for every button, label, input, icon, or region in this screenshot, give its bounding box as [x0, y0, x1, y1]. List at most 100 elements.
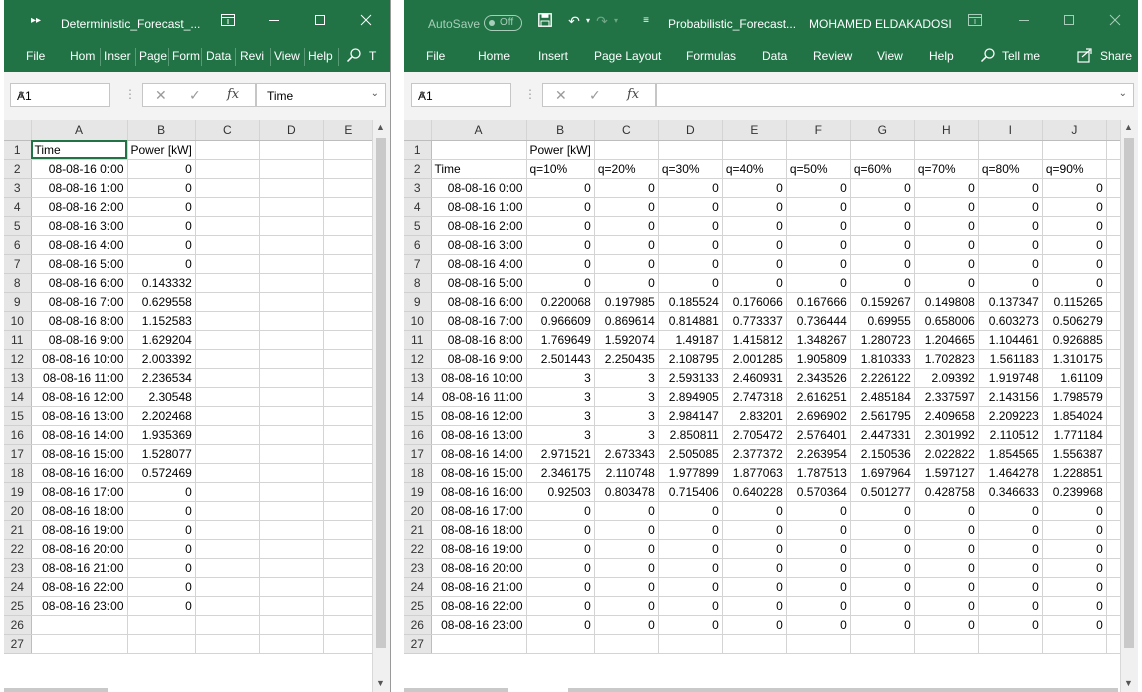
- cell[interactable]: 0: [127, 235, 196, 255]
- cell[interactable]: 2.337597: [914, 387, 979, 407]
- cell[interactable]: 2.971521: [526, 444, 595, 464]
- cell[interactable]: [323, 520, 374, 540]
- cell[interactable]: 08-08-16 6:00: [431, 292, 527, 312]
- cell[interactable]: [259, 558, 324, 578]
- cell[interactable]: 0: [526, 216, 595, 236]
- cell[interactable]: 0: [658, 520, 723, 540]
- row-header[interactable]: 7: [4, 254, 32, 274]
- cell[interactable]: [195, 596, 260, 616]
- ribbon-display-options-icon[interactable]: [220, 13, 236, 29]
- cell[interactable]: [195, 216, 260, 236]
- cell[interactable]: 0: [1042, 178, 1107, 198]
- cell[interactable]: 1.877063: [722, 463, 787, 483]
- cell[interactable]: [195, 558, 260, 578]
- cell[interactable]: [259, 368, 324, 388]
- cell[interactable]: 0.803478: [594, 482, 659, 502]
- cell[interactable]: 0: [1042, 235, 1107, 255]
- row-header[interactable]: 16: [4, 425, 32, 445]
- cell[interactable]: 0.197985: [594, 292, 659, 312]
- cell[interactable]: [323, 311, 374, 331]
- row-header[interactable]: 16: [404, 425, 432, 445]
- cell[interactable]: [259, 178, 324, 198]
- column-header[interactable]: C: [195, 120, 260, 141]
- tab-home[interactable]: Home: [478, 49, 511, 63]
- row-header[interactable]: 20: [4, 501, 32, 521]
- cancel-icon[interactable]: ✕: [555, 87, 567, 103]
- sheet-tabs-bar[interactable]: [404, 688, 508, 692]
- cell[interactable]: 2.409658: [914, 406, 979, 426]
- cell[interactable]: 0: [786, 235, 851, 255]
- cell[interactable]: [259, 349, 324, 369]
- cell[interactable]: 0: [127, 482, 196, 502]
- cell[interactable]: [323, 178, 374, 198]
- cell[interactable]: 0: [850, 197, 915, 217]
- cell[interactable]: [786, 634, 851, 654]
- cell[interactable]: 08-08-16 7:00: [431, 311, 527, 331]
- sheet-tabs-bar[interactable]: [4, 688, 108, 692]
- cell[interactable]: 0: [1042, 273, 1107, 293]
- column-header[interactable]: B: [526, 120, 595, 141]
- cell[interactable]: 08-08-16 12:00: [31, 387, 128, 407]
- cell[interactable]: 0: [1042, 615, 1107, 635]
- cell[interactable]: 08-08-16 9:00: [31, 330, 128, 350]
- cell[interactable]: [431, 634, 527, 654]
- row-header[interactable]: 23: [404, 558, 432, 578]
- cell[interactable]: 0: [914, 216, 979, 236]
- cell[interactable]: [195, 235, 260, 255]
- cell[interactable]: 0: [978, 235, 1043, 255]
- cell[interactable]: [259, 197, 324, 217]
- cell[interactable]: [195, 482, 260, 502]
- cell[interactable]: 08-08-16 8:00: [31, 311, 128, 331]
- cell[interactable]: 0: [526, 178, 595, 198]
- cell[interactable]: 0: [1042, 501, 1107, 521]
- cell[interactable]: 0: [127, 501, 196, 521]
- cell[interactable]: 2.447331: [850, 425, 915, 445]
- row-header[interactable]: 2: [4, 159, 32, 179]
- cell[interactable]: 08-08-16 21:00: [431, 577, 527, 597]
- cell[interactable]: 0.137347: [978, 292, 1043, 312]
- cell[interactable]: [323, 615, 374, 635]
- cell[interactable]: 0: [658, 197, 723, 217]
- cell[interactable]: 2.110748: [594, 463, 659, 483]
- row-header[interactable]: 3: [4, 178, 32, 198]
- cell[interactable]: 0: [914, 558, 979, 578]
- cell[interactable]: 1.228851: [1042, 463, 1107, 483]
- row-header[interactable]: 17: [404, 444, 432, 464]
- cell[interactable]: 0.640228: [722, 482, 787, 502]
- cell[interactable]: 0: [850, 558, 915, 578]
- cell[interactable]: 3: [526, 406, 595, 426]
- cell[interactable]: 2.108795: [658, 349, 723, 369]
- cell[interactable]: [259, 520, 324, 540]
- cell[interactable]: 1.464278: [978, 463, 1043, 483]
- cell[interactable]: 0: [914, 254, 979, 274]
- row-header[interactable]: 15: [4, 406, 32, 426]
- row-header[interactable]: 14: [404, 387, 432, 407]
- cell[interactable]: 0: [850, 254, 915, 274]
- cell[interactable]: 2.202468: [127, 406, 196, 426]
- cell[interactable]: 0: [722, 558, 787, 578]
- row-header[interactable]: 24: [404, 577, 432, 597]
- cell[interactable]: [431, 140, 527, 160]
- cell[interactable]: 0: [978, 520, 1043, 540]
- cell[interactable]: 08-08-16 0:00: [31, 159, 128, 179]
- cell[interactable]: [1042, 140, 1107, 160]
- cell[interactable]: 0: [850, 596, 915, 616]
- cell[interactable]: q=40%: [722, 159, 787, 179]
- cell[interactable]: 0: [722, 235, 787, 255]
- cell[interactable]: [195, 197, 260, 217]
- row-header[interactable]: 27: [4, 634, 32, 654]
- cell[interactable]: [195, 520, 260, 540]
- cell[interactable]: [31, 615, 128, 635]
- cell[interactable]: [259, 311, 324, 331]
- cell[interactable]: 0: [127, 178, 196, 198]
- cell[interactable]: [978, 140, 1043, 160]
- cell[interactable]: 1.702823: [914, 349, 979, 369]
- cell[interactable]: 0: [594, 539, 659, 559]
- cell[interactable]: 2.894905: [658, 387, 723, 407]
- column-header[interactable]: A: [31, 120, 128, 141]
- tab-insert[interactable]: Insert: [538, 49, 569, 63]
- tab-formulas[interactable]: Form: [172, 49, 200, 63]
- cell[interactable]: 0.159267: [850, 292, 915, 312]
- row-header[interactable]: 3: [404, 178, 432, 198]
- cell[interactable]: [323, 482, 374, 502]
